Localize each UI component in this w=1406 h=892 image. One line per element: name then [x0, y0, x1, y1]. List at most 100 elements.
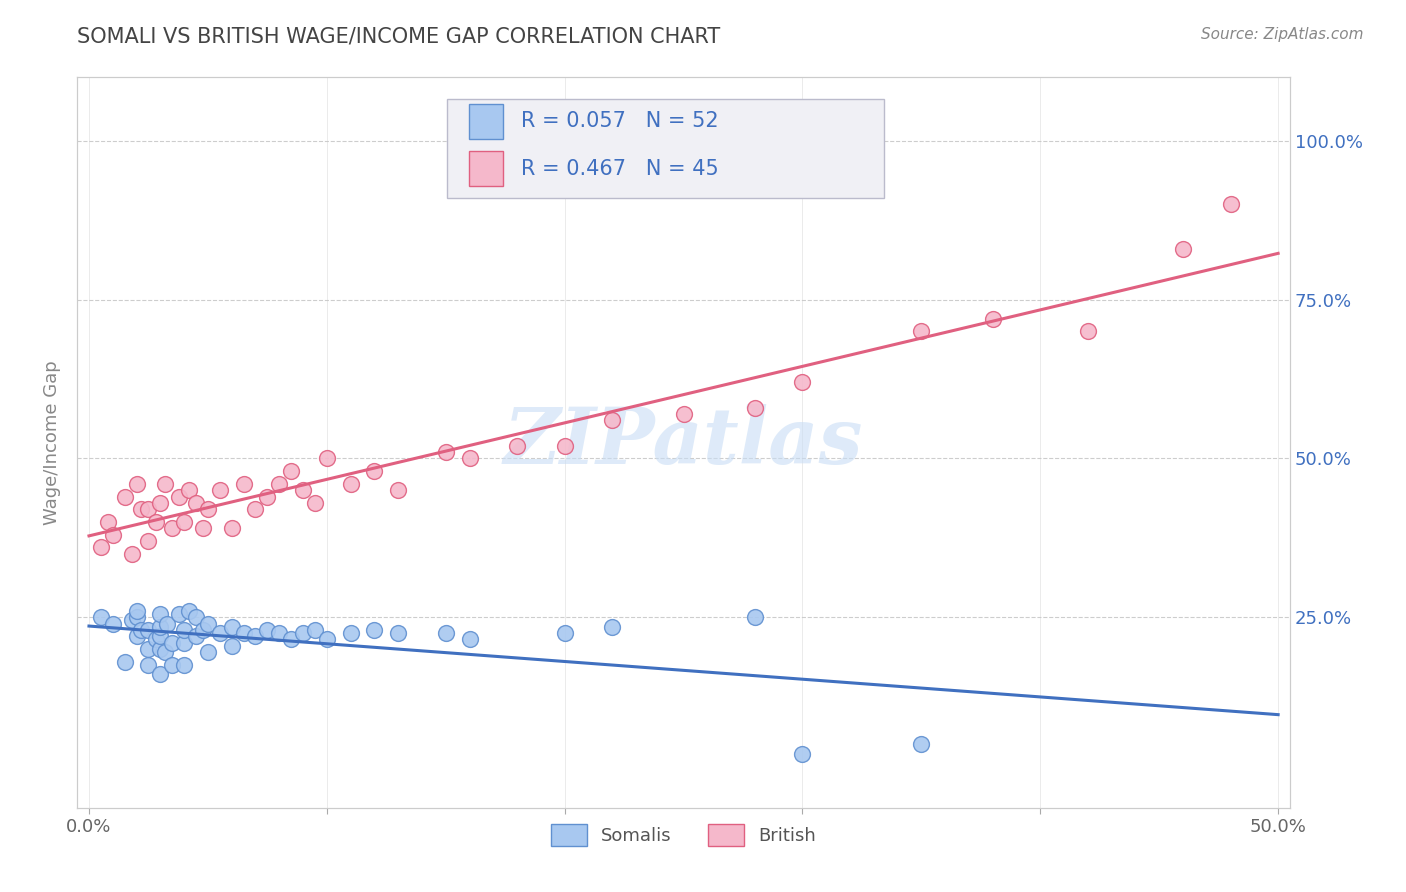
Point [125, 629, 148, 643]
Point [792, 747, 814, 761]
Point [554, 626, 576, 640]
Point [191, 521, 214, 535]
Point [149, 620, 172, 634]
Point [221, 639, 243, 653]
Point [744, 610, 766, 624]
Point [232, 626, 254, 640]
Point [981, 311, 1004, 326]
Point [280, 464, 302, 478]
Y-axis label: Wage/Income Gap: Wage/Income Gap [44, 360, 60, 525]
Point [910, 737, 932, 751]
Point [184, 629, 207, 643]
Point [149, 496, 172, 510]
Point [97, 515, 120, 529]
Point [156, 616, 179, 631]
Point [169, 490, 191, 504]
Text: R = 0.467   N = 45: R = 0.467 N = 45 [522, 159, 718, 178]
Point [197, 645, 219, 659]
Point [131, 502, 153, 516]
Point [434, 445, 457, 459]
Point [145, 632, 167, 647]
Point [1219, 197, 1241, 211]
Point [149, 642, 172, 657]
Point [149, 629, 172, 643]
Text: SOMALI VS BRITISH WAGE/INCOME GAP CORRELATION CHART: SOMALI VS BRITISH WAGE/INCOME GAP CORREL… [77, 27, 721, 46]
Point [232, 476, 254, 491]
Point [458, 632, 481, 647]
Point [554, 439, 576, 453]
Point [101, 616, 124, 631]
Point [160, 657, 183, 672]
Point [149, 667, 172, 681]
Point [256, 623, 278, 637]
Point [197, 502, 219, 516]
Text: ZIPatlas: ZIPatlas [503, 404, 863, 481]
Point [269, 476, 291, 491]
Point [792, 376, 814, 390]
Point [90, 541, 112, 555]
Point [910, 325, 932, 339]
Bar [468, 151, 503, 186]
Point [363, 623, 385, 637]
Point [363, 464, 385, 478]
Point [292, 626, 315, 640]
Bar [468, 103, 503, 139]
Point [160, 635, 183, 649]
Point [101, 527, 124, 541]
Point [315, 632, 337, 647]
Point [131, 623, 153, 637]
Point [208, 483, 231, 498]
Point [177, 483, 200, 498]
Point [125, 476, 148, 491]
Point [173, 623, 195, 637]
Point [197, 616, 219, 631]
Point [121, 614, 143, 628]
Point [121, 547, 143, 561]
Point [125, 610, 148, 624]
Point [245, 502, 267, 516]
Point [304, 496, 326, 510]
Point [339, 476, 361, 491]
Point [256, 490, 278, 504]
Legend: Somalis, British: Somalis, British [544, 817, 824, 854]
Point [221, 521, 243, 535]
Point [138, 534, 160, 549]
Point [173, 657, 195, 672]
Point [387, 626, 409, 640]
Point [114, 490, 136, 504]
Point [184, 610, 207, 624]
Point [387, 483, 409, 498]
Point [208, 626, 231, 640]
Point [125, 604, 148, 618]
Point [1171, 242, 1194, 256]
Point [169, 607, 191, 621]
Point [506, 439, 529, 453]
Point [153, 476, 176, 491]
Point [153, 645, 176, 659]
Point [600, 620, 623, 634]
Point [600, 413, 623, 427]
Point [339, 626, 361, 640]
Point [744, 401, 766, 415]
Point [269, 626, 291, 640]
Point [90, 610, 112, 624]
Point [173, 635, 195, 649]
FancyBboxPatch shape [447, 99, 884, 198]
Point [221, 620, 243, 634]
Point [292, 483, 315, 498]
Point [149, 607, 172, 621]
Point [160, 521, 183, 535]
Text: R = 0.057   N = 52: R = 0.057 N = 52 [522, 112, 718, 131]
Point [280, 632, 302, 647]
Point [138, 502, 160, 516]
Point [138, 623, 160, 637]
Point [191, 623, 214, 637]
Point [245, 629, 267, 643]
Point [184, 496, 207, 510]
Point [173, 515, 195, 529]
Point [138, 657, 160, 672]
Point [114, 655, 136, 669]
Point [434, 626, 457, 640]
Point [315, 451, 337, 466]
Point [1077, 325, 1099, 339]
